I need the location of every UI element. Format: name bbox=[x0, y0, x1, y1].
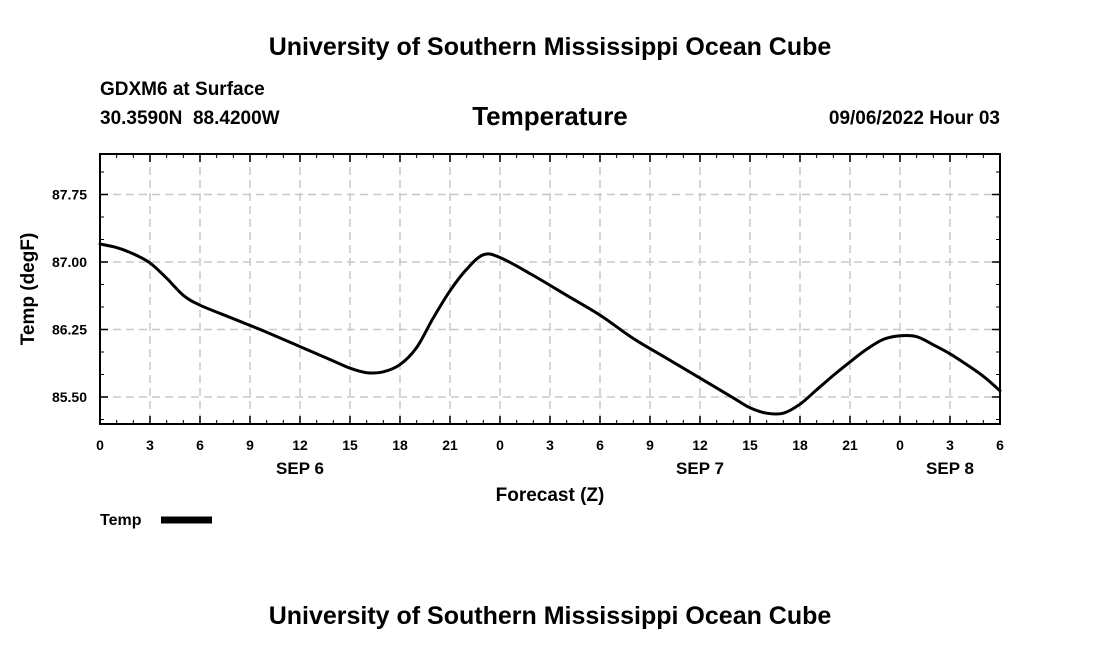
x-tick-label: 6 bbox=[996, 437, 1004, 453]
date-label: SEP 8 bbox=[926, 459, 974, 478]
x-tick-label: 9 bbox=[646, 437, 654, 453]
datetime-label: 09/06/2022 Hour 03 bbox=[829, 108, 1000, 129]
x-tick-label: 18 bbox=[792, 437, 808, 453]
x-tick-label: 3 bbox=[546, 437, 554, 453]
y-tick-label: 85.50 bbox=[52, 389, 87, 405]
axis-ticks bbox=[99, 154, 1001, 424]
x-tick-label: 6 bbox=[596, 437, 604, 453]
y-tick-label: 87.00 bbox=[52, 254, 87, 270]
y-tick-labels: 85.50 86.25 87.00 87.75 bbox=[52, 187, 87, 406]
x-tick-label: 21 bbox=[842, 437, 858, 453]
date-label: SEP 6 bbox=[276, 459, 324, 478]
x-tick-label: 3 bbox=[946, 437, 954, 453]
page-title-top: University of Southern Mississippi Ocean… bbox=[269, 33, 832, 61]
x-tick-label: 6 bbox=[196, 437, 204, 453]
grid-lines bbox=[100, 154, 1000, 424]
station-label: GDXM6 at Surface bbox=[100, 79, 265, 100]
plot-title: Temperature bbox=[472, 101, 628, 131]
x-axis-label: Forecast (Z) bbox=[496, 485, 605, 506]
x-tick-label: 0 bbox=[496, 437, 504, 453]
x-tick-label: 12 bbox=[692, 437, 708, 453]
series-line-temp bbox=[98, 242, 1002, 416]
page-title-bottom: University of Southern Mississippi Ocean… bbox=[269, 602, 832, 630]
date-labels: SEP 6 SEP 7 SEP 8 bbox=[276, 459, 974, 478]
x-tick-label: 18 bbox=[392, 437, 408, 453]
x-tick-labels: 0 3 6 9 12 15 18 21 0 3 6 9 12 15 18 21 0 3 6 bbox=[96, 437, 1004, 453]
y-axis-label: Temp (degF) bbox=[18, 233, 39, 346]
x-tick-label: 15 bbox=[742, 437, 758, 453]
x-tick-label: 0 bbox=[896, 437, 904, 453]
series-layer bbox=[98, 242, 1002, 416]
x-tick-label: 15 bbox=[342, 437, 358, 453]
x-tick-label: 21 bbox=[442, 437, 458, 453]
y-tick-label: 86.25 bbox=[52, 322, 87, 338]
x-tick-label: 9 bbox=[246, 437, 254, 453]
legend-label: Temp bbox=[100, 512, 142, 529]
coordinates-label: 30.3590N 88.4200W bbox=[100, 108, 280, 129]
date-label: SEP 7 bbox=[676, 459, 724, 478]
x-tick-label: 12 bbox=[292, 437, 308, 453]
x-tick-label: 3 bbox=[146, 437, 154, 453]
x-tick-label: 0 bbox=[96, 437, 104, 453]
y-tick-label: 87.75 bbox=[52, 187, 87, 203]
